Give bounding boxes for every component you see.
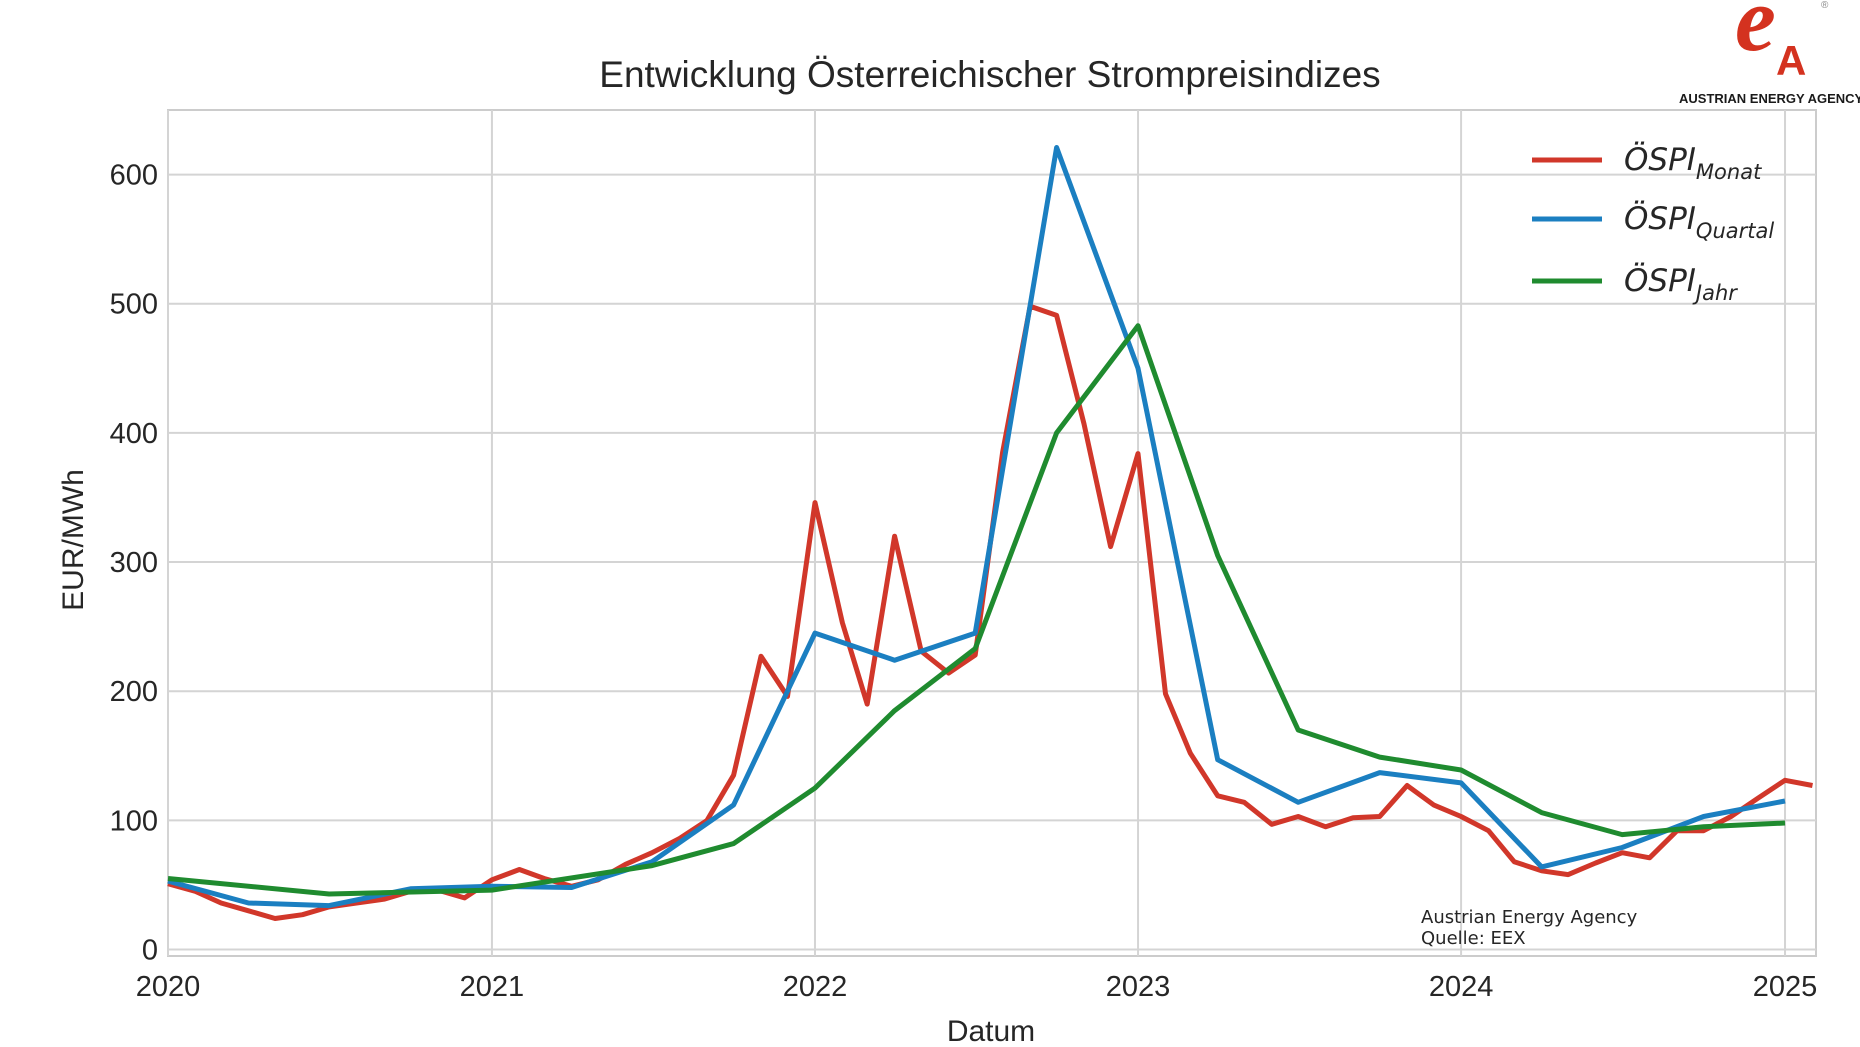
series-layer <box>167 145 1813 921</box>
series-line-jahr <box>167 323 1786 897</box>
y-tick-label: 600 <box>110 160 158 192</box>
y-axis-label: EUR/MWh <box>57 469 90 611</box>
x-tick-label: 2021 <box>460 971 525 1003</box>
y-tick-label: 200 <box>110 676 158 708</box>
x-tick-label: 2025 <box>1753 971 1818 1003</box>
grid-lines <box>167 110 1816 956</box>
series-line-quartal <box>167 145 1786 909</box>
legend: ÖSPIMonat ÖSPIQuartal ÖSPIJahr <box>1532 141 1774 305</box>
y-tick-label: 300 <box>110 547 158 579</box>
logo-e-mark: e <box>1735 0 1776 70</box>
y-axis-ticks: 0 100 200 300 400 500 600 <box>110 160 158 967</box>
austrian-energy-agency-logo: e A ® AUSTRIAN ENERGY AGENCY <box>1679 0 1860 106</box>
x-tick-label: 2023 <box>1106 971 1171 1003</box>
x-tick-label: 2020 <box>136 971 201 1003</box>
y-tick-label: 0 <box>142 935 158 967</box>
y-tick-label: 500 <box>110 289 158 321</box>
source-note-source: Quelle: EEX <box>1421 928 1526 949</box>
logo-registered-mark: ® <box>1821 0 1829 11</box>
logo-a-mark: A <box>1776 37 1806 84</box>
x-tick-label: 2022 <box>783 971 848 1003</box>
source-note-agency: Austrian Energy Agency <box>1421 907 1638 928</box>
y-tick-label: 100 <box>110 805 158 837</box>
legend-label-jahr: ÖSPIJahr <box>1624 262 1738 305</box>
x-axis-label: Datum <box>947 1015 1035 1047</box>
y-tick-label: 400 <box>110 418 158 450</box>
logo-text: AUSTRIAN ENERGY AGENCY <box>1679 91 1860 106</box>
x-axis-ticks: 2020 2021 2022 2023 2024 2025 <box>136 971 1818 1003</box>
x-tick-label: 2024 <box>1429 971 1494 1003</box>
legend-label-monat: ÖSPIMonat <box>1624 141 1762 184</box>
legend-label-quartal: ÖSPIQuartal <box>1624 200 1774 243</box>
chart-title: Entwicklung Österreichischer Strompreisi… <box>599 54 1380 95</box>
